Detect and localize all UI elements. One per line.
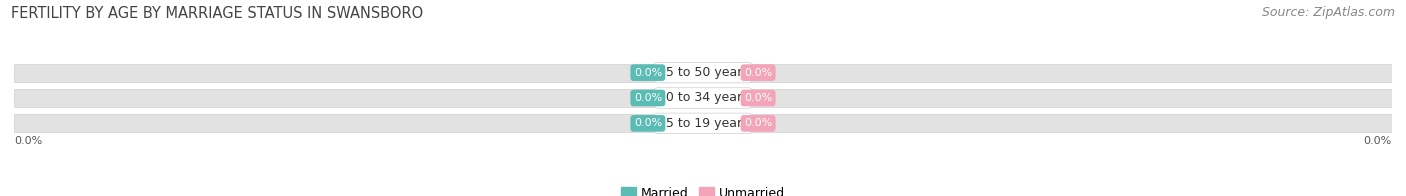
Text: 35 to 50 years: 35 to 50 years — [658, 66, 748, 79]
Text: 0.0%: 0.0% — [634, 118, 662, 128]
Text: Source: ZipAtlas.com: Source: ZipAtlas.com — [1261, 6, 1395, 19]
Bar — [14, 114, 1392, 132]
Bar — [14, 89, 1392, 107]
Legend: Married, Unmarried: Married, Unmarried — [621, 187, 785, 196]
Text: FERTILITY BY AGE BY MARRIAGE STATUS IN SWANSBORO: FERTILITY BY AGE BY MARRIAGE STATUS IN S… — [11, 6, 423, 21]
Text: 15 to 19 years: 15 to 19 years — [658, 117, 748, 130]
Text: 0.0%: 0.0% — [1364, 136, 1392, 146]
Text: 0.0%: 0.0% — [634, 68, 662, 78]
Text: 0.0%: 0.0% — [744, 118, 772, 128]
Text: 20 to 34 years: 20 to 34 years — [658, 92, 748, 104]
Text: 0.0%: 0.0% — [744, 93, 772, 103]
Text: 0.0%: 0.0% — [14, 136, 42, 146]
Bar — [14, 64, 1392, 82]
Text: 0.0%: 0.0% — [744, 68, 772, 78]
Text: 0.0%: 0.0% — [634, 93, 662, 103]
